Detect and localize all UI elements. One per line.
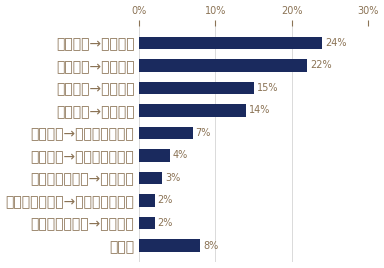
- Text: 4%: 4%: [173, 150, 188, 161]
- Text: 22%: 22%: [310, 60, 331, 70]
- Bar: [139, 82, 253, 94]
- Bar: [139, 37, 322, 49]
- Text: 14%: 14%: [249, 105, 270, 116]
- Text: 8%: 8%: [203, 240, 218, 251]
- Text: 24%: 24%: [325, 38, 347, 48]
- Bar: [139, 104, 246, 117]
- Text: 15%: 15%: [257, 83, 278, 93]
- Bar: [139, 194, 154, 207]
- Text: 2%: 2%: [157, 218, 173, 228]
- Text: 2%: 2%: [157, 195, 173, 206]
- Text: 7%: 7%: [195, 128, 211, 138]
- Bar: [139, 149, 170, 162]
- Bar: [139, 59, 307, 72]
- Bar: [139, 172, 162, 184]
- Bar: [139, 217, 154, 229]
- Bar: [139, 127, 193, 139]
- Bar: [139, 239, 200, 252]
- Text: 3%: 3%: [165, 173, 180, 183]
